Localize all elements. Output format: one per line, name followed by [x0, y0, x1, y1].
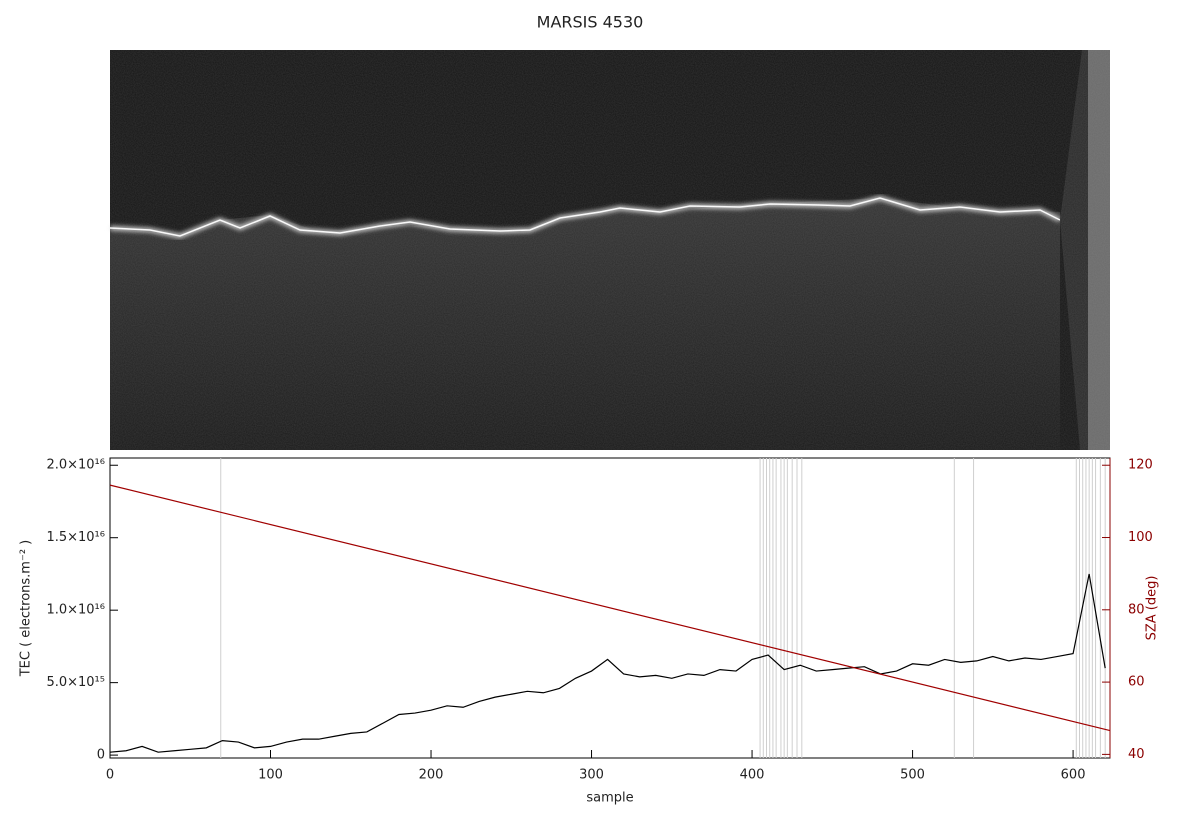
y2-tick-label: 120 — [1128, 458, 1153, 473]
tec-line — [109, 573, 1106, 753]
x-tick-label: 200 — [419, 768, 444, 783]
y-tick-label: 2.0×10¹⁶ — [46, 458, 105, 473]
y-tick-label: 1.0×10¹⁶ — [46, 603, 105, 618]
y-tick-label: 1.5×10¹⁶ — [46, 530, 105, 545]
x-tick-label: 400 — [740, 768, 765, 783]
y2-tick-label: 100 — [1128, 530, 1153, 545]
sza-line — [109, 484, 1111, 732]
y2-axis-title: SZA (deg) — [1145, 576, 1160, 641]
y2-tick-label: 60 — [1128, 675, 1145, 690]
chart-title: MARSIS 4530 — [537, 13, 644, 32]
y2-tick-label: 80 — [1128, 602, 1145, 617]
radargram — [109, 50, 1110, 450]
x-tick-label: 300 — [579, 768, 604, 783]
x-axis-title: sample — [586, 791, 633, 806]
x-tick-label: 500 — [900, 768, 925, 783]
x-tick-label: 100 — [258, 768, 283, 783]
y-tick-label: 0 — [97, 748, 105, 763]
x-tick-label: 0 — [106, 768, 114, 783]
y2-tick-label: 40 — [1128, 747, 1145, 762]
y-tick-label: 5.0×10¹⁵ — [46, 675, 105, 690]
y-axis-title: TEC ( electrons.m⁻² ) — [19, 540, 34, 678]
x-tick-label: 600 — [1061, 768, 1086, 783]
